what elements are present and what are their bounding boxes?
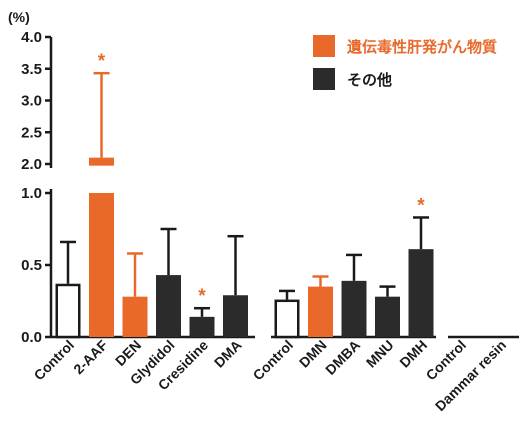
bar-DMA [223, 295, 248, 337]
legend-swatch [313, 68, 335, 90]
bar-Cresidine [189, 316, 215, 337]
x-tick-label: Dammar resin [432, 337, 509, 414]
y-tick-label: 1.0 [21, 185, 42, 202]
x-tick-label: Control [250, 337, 297, 384]
bar-top-2-AAF [89, 157, 114, 166]
chart-labels: 2.0 2.5 3.0 3.5 4.0 0.0 0.5 1.0 (%) Control * 2-AAF… [8, 9, 509, 414]
bar-DMN [308, 286, 333, 337]
bar-DMH [408, 249, 434, 337]
bar-Control [274, 299, 300, 339]
significance-marker: * [98, 51, 106, 72]
y-tick-label: 3.5 [21, 61, 42, 78]
bar-MNU [375, 296, 400, 337]
x-tick-label: DMH [396, 337, 430, 371]
bar-Control [55, 283, 81, 339]
significance-marker: * [417, 195, 425, 216]
y-tick-label: 3.0 [21, 93, 42, 110]
y-unit-label: (%) [8, 9, 30, 25]
legend-swatch [313, 35, 335, 57]
significance-marker: * [198, 286, 206, 307]
chart-bars [55, 71, 434, 339]
y-tick-label: 0.0 [21, 329, 42, 346]
bar-2-AAF [89, 193, 114, 337]
y-tick-label: 4.0 [21, 29, 42, 46]
y-tick-label: 0.5 [21, 257, 42, 274]
y-tick-label: 2.0 [21, 156, 42, 173]
legend-label: その他 [347, 71, 392, 89]
legend-label: 遺伝毒性肝発がん物質 [346, 38, 497, 56]
x-tick-label: 2-AAF [70, 337, 111, 378]
bar-DEN [122, 296, 148, 337]
x-tick-label: DMA [211, 337, 245, 371]
x-tick-label: MNU [363, 337, 397, 371]
x-tick-label: DMBA [322, 337, 363, 378]
y-tick-label: 2.5 [21, 124, 42, 141]
bar-Glydidol [156, 275, 181, 337]
bar-DMBA [341, 280, 367, 337]
